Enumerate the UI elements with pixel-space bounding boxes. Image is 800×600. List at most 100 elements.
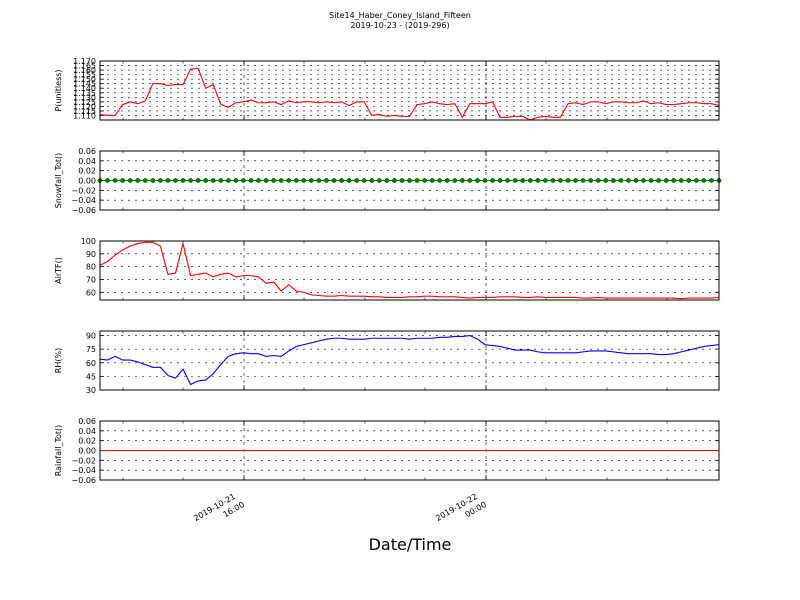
data-point <box>331 178 337 183</box>
data-point <box>210 178 216 183</box>
y-tick-label: 80 <box>86 263 96 272</box>
data-point <box>241 178 246 183</box>
data-point <box>399 178 405 183</box>
data-point <box>225 178 231 183</box>
data-point <box>641 178 646 183</box>
data-point <box>459 178 465 183</box>
data-point <box>595 178 601 183</box>
y-tick-label: 0.04 <box>78 427 96 436</box>
data-point <box>603 178 609 183</box>
data-point <box>392 178 397 183</box>
data-point <box>422 178 427 183</box>
data-point <box>112 178 118 183</box>
data-point <box>301 178 307 183</box>
data-point <box>127 178 133 183</box>
y-tick-label: 1.165 <box>73 62 96 71</box>
y-tick-label: 100 <box>81 237 96 246</box>
y-tick-label: −0.06 <box>71 206 96 215</box>
data-point <box>293 178 299 183</box>
data-point <box>648 178 654 183</box>
y-tick-label: 0.02 <box>78 437 96 446</box>
y-tick-label: −0.02 <box>71 186 96 195</box>
plot-frame <box>99 150 720 211</box>
y-axis-label: RH(%) <box>54 348 63 373</box>
y-tick-label: 0.06 <box>78 417 96 426</box>
data-point <box>550 178 556 183</box>
y-tick-label: 60 <box>86 359 96 368</box>
data-point <box>256 178 261 183</box>
y-tick-label: 0.04 <box>78 157 96 166</box>
y-axis-label: Snowfall_Tot() <box>54 153 63 209</box>
data-point <box>686 178 692 183</box>
data-point <box>467 178 473 183</box>
y-tick-label: 0.02 <box>78 167 96 176</box>
y-tick-label: 1.120 <box>73 102 96 111</box>
data-point <box>218 178 224 183</box>
data-point <box>188 178 193 183</box>
data-point <box>588 178 594 183</box>
series-line <box>99 241 720 300</box>
data-point <box>527 178 533 183</box>
data-point <box>278 178 284 183</box>
data-point <box>475 178 480 183</box>
data-point <box>694 178 699 183</box>
data-point <box>558 178 563 183</box>
data-point <box>142 178 148 183</box>
data-point <box>429 178 435 183</box>
chart-subtitle: 2019-10-23 - (2019-296) <box>350 21 450 30</box>
data-point <box>316 178 322 183</box>
data-point <box>497 178 503 183</box>
data-point <box>195 178 201 183</box>
data-point <box>671 178 677 183</box>
data-point <box>580 178 586 183</box>
data-point <box>573 178 578 183</box>
data-point <box>535 178 541 183</box>
data-point <box>437 178 443 183</box>
data-point <box>543 178 548 183</box>
y-tick-label: 90 <box>86 250 96 259</box>
y-tick-label: 1.110 <box>73 111 96 120</box>
data-point <box>263 178 269 183</box>
y-tick-label: 1.155 <box>73 71 96 80</box>
data-point <box>165 178 171 183</box>
data-point <box>346 178 352 183</box>
series-line <box>99 334 720 386</box>
y-tick-label: 30 <box>86 386 96 395</box>
data-point <box>656 178 661 183</box>
data-point <box>248 178 254 183</box>
y-tick-label: 1.140 <box>73 84 96 93</box>
plot-frame <box>99 240 720 301</box>
data-point <box>286 178 292 183</box>
y-tick-label: 70 <box>86 275 96 284</box>
y-tick-label: −0.02 <box>71 456 96 465</box>
data-point <box>701 178 707 183</box>
data-point <box>678 178 684 183</box>
data-point <box>120 178 125 183</box>
y-tick-label: 1.145 <box>73 80 96 89</box>
data-point <box>233 178 239 183</box>
data-point <box>610 178 616 183</box>
data-point <box>203 178 209 183</box>
data-point <box>150 178 156 183</box>
x-axis-label: Date/Time <box>368 535 452 554</box>
data-point <box>490 178 495 183</box>
data-point <box>271 178 276 183</box>
y-tick-label: 1.170 <box>73 57 96 66</box>
y-axis-label: Rainfall_Tot() <box>54 425 63 477</box>
plot-frame <box>99 60 720 121</box>
data-point <box>505 178 510 183</box>
y-tick-label: 0.00 <box>78 447 96 456</box>
y-tick-label: 1.125 <box>73 98 96 107</box>
data-point <box>633 178 639 183</box>
data-point <box>444 178 450 183</box>
y-tick-label: 1.115 <box>73 107 96 116</box>
y-tick-label: 1.150 <box>73 75 96 84</box>
data-point <box>414 178 420 183</box>
data-point <box>105 178 110 183</box>
data-point <box>618 178 624 183</box>
data-point <box>482 178 488 183</box>
data-point <box>520 178 526 183</box>
y-tick-label: −0.04 <box>71 196 96 205</box>
y-tick-label: 0.00 <box>78 177 96 186</box>
